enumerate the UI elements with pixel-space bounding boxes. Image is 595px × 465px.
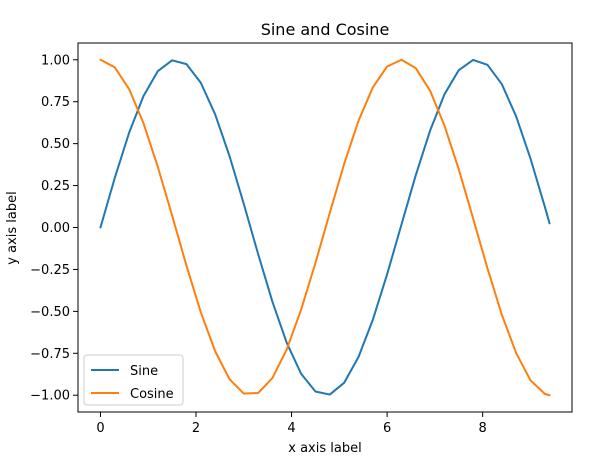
y-tick-label: −1.00 [30, 389, 70, 404]
y-tick-label: 0.00 [41, 221, 70, 236]
plot-frame [77, 42, 573, 413]
x-axis-label: x axis label [288, 441, 361, 456]
x-axis-ticks: 0 2 4 6 8 [96, 412, 487, 436]
series-line-sine [99, 58, 551, 396]
x-tick-label: 4 [287, 421, 295, 436]
chart-title: Sine and Cosine [261, 20, 390, 39]
y-axis-label: y axis label [5, 191, 20, 264]
y-tick-label: 0.75 [41, 95, 70, 110]
y-tick-label: −0.25 [30, 263, 70, 278]
x-tick-label: 0 [96, 421, 104, 436]
x-tick-label: 6 [383, 421, 391, 436]
x-tick-label: 8 [479, 421, 487, 436]
legend: Sine Cosine [83, 354, 184, 406]
y-tick-label: −0.50 [30, 305, 70, 320]
legend-label-sine: Sine [130, 364, 158, 379]
legend-label-cosine: Cosine [130, 387, 174, 402]
series-line-cosine [99, 58, 551, 397]
series-lines [99, 58, 551, 397]
x-tick-label: 2 [192, 421, 200, 436]
y-tick-label: 1.00 [41, 53, 70, 68]
y-tick-label: −0.75 [30, 347, 70, 362]
y-axis-ticks: −1.00 −0.75 −0.50 −0.25 0.00 0.25 0.50 0.75 1.00 [30, 53, 78, 404]
y-tick-label: 0.25 [41, 179, 70, 194]
y-tick-label: 0.50 [41, 137, 70, 152]
